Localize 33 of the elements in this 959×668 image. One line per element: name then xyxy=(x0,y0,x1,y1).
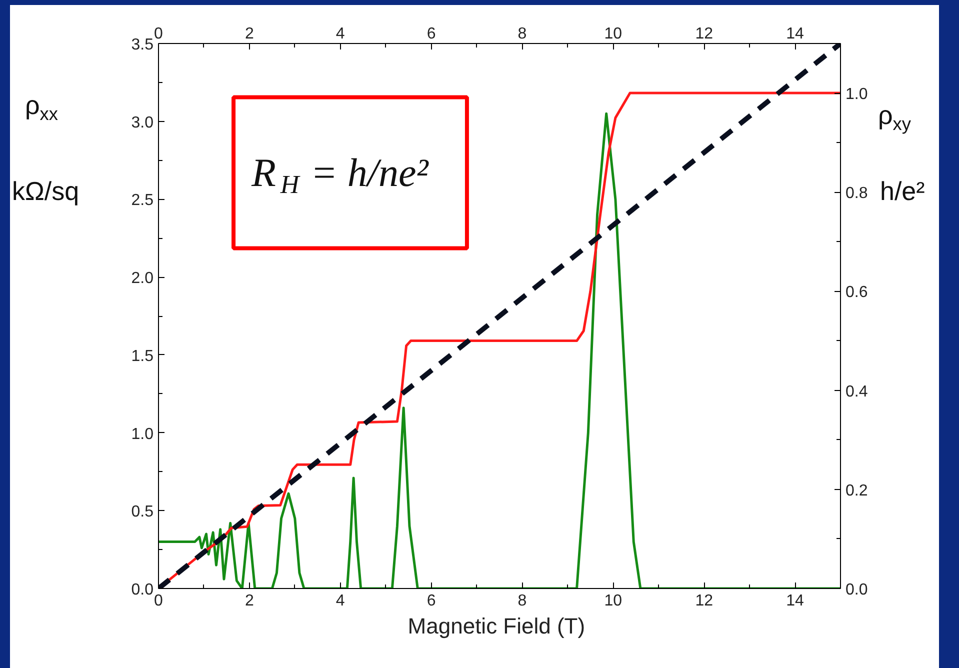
y2-tick-label: 1.0 xyxy=(846,86,868,104)
y2-tick-label: 0.0 xyxy=(846,582,868,598)
x-tick-label: 0 xyxy=(154,26,164,42)
text: ρ$_{xy}$ h/e² xyxy=(878,100,925,206)
x2-tick-label: 2 xyxy=(244,592,254,610)
y2-tick-label: 0.4 xyxy=(846,383,868,400)
x-axis-title: Magnetic Field (T) xyxy=(408,614,586,638)
x-tick-label: 10 xyxy=(604,26,622,42)
x-tick-label: 6 xyxy=(426,26,436,42)
x2-tick-label: 10 xyxy=(604,592,622,610)
y-tick-label: 0.5 xyxy=(131,504,154,521)
y2-tick-label: 0.8 xyxy=(846,185,868,202)
text: ρ$_{xx}$ kΩ/sq xyxy=(12,90,80,206)
x-tick-label: 8 xyxy=(518,26,527,42)
x2-tick-label: 12 xyxy=(695,592,714,610)
x2-tick-label: 0 xyxy=(154,592,164,610)
y-tick-label: 2.5 xyxy=(131,192,154,210)
x2-tick-label: 8 xyxy=(518,592,527,610)
x2-tick-label: 6 xyxy=(426,592,436,610)
y-tick-label: 1.0 xyxy=(131,426,154,443)
y-tick-label: 2.0 xyxy=(131,270,154,288)
x-tick-label: 4 xyxy=(336,26,345,42)
y-tick-label: 3.0 xyxy=(131,114,154,132)
y-tick-label: 0.0 xyxy=(131,582,154,598)
y2-tick-label: 0.6 xyxy=(846,284,868,302)
x-tick-label: 2 xyxy=(244,26,254,42)
x-tick-label: 12 xyxy=(695,26,714,42)
y-tick-label: 1.5 xyxy=(131,348,154,365)
y2-tick-label: 0.2 xyxy=(846,482,868,500)
x2-tick-label: 4 xyxy=(336,592,345,610)
y-tick-label: 3.5 xyxy=(131,36,154,54)
x-tick-label: 14 xyxy=(786,26,804,42)
x2-tick-label: 14 xyxy=(786,592,804,610)
